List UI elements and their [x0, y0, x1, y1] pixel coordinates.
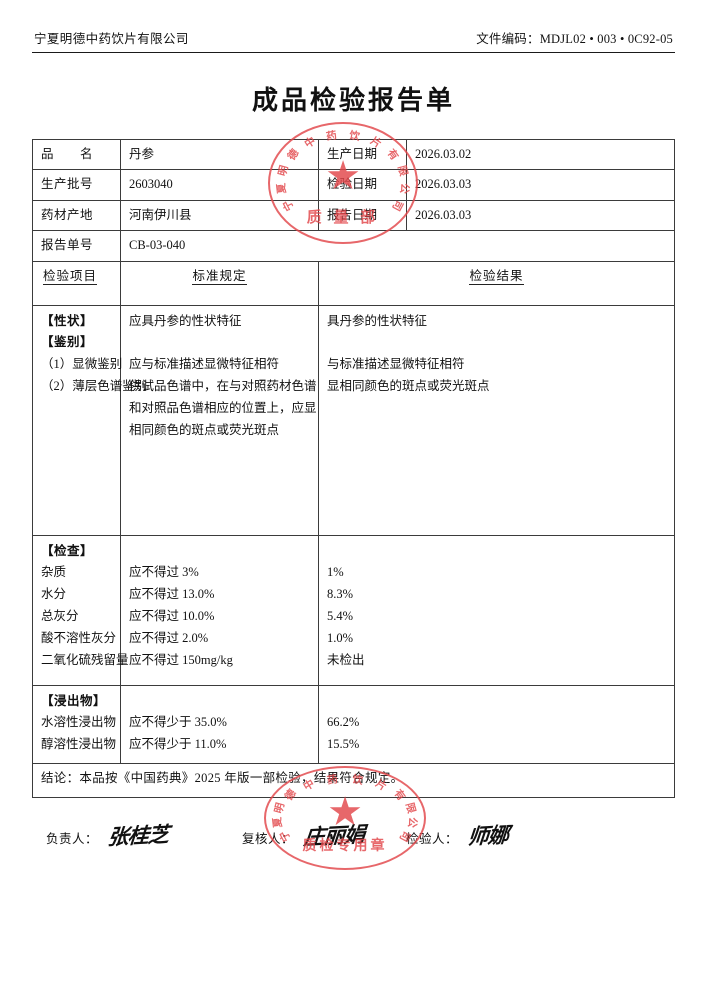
signature-handwriting: 张桂芝 — [106, 821, 170, 850]
batch-value: 2603040 — [120, 169, 319, 201]
examination-standards: 应不得过 3% 应不得过 13.0% 应不得过 10.0% 应不得过 2.0% … — [120, 534, 319, 686]
standard-line: 和对照品色谱相应的位置上，应显 — [129, 401, 317, 415]
signature-label: 复核人： — [242, 831, 295, 846]
product-name-value: 丹参 — [120, 138, 319, 171]
page-title: 成品检验报告单 — [251, 86, 455, 115]
identification-block-row: 【性状】 【鉴别】 （1）显微鉴别 （2）薄层色谱鉴别 应具丹参的性状特征 应与… — [32, 304, 675, 536]
result-line: 显相同颜色的斑点或荧光斑点 — [327, 379, 490, 394]
result-line: 66.2% — [327, 715, 360, 730]
info-row-report-no: 报告单号 CB-03-040 — [32, 230, 675, 262]
inspection-date-value: 2026.03.03 — [406, 169, 675, 201]
result-line — [327, 332, 666, 354]
extractives-standards: 应不得少于 35.0% 应不得少于 11.0% — [120, 684, 319, 764]
extractives-block-row: 【浸出物】 水溶性浸出物 醇溶性浸出物 应不得少于 35.0% 应不得少于 11… — [32, 684, 675, 764]
standard-line: 相同颜色的斑点或荧光斑点 — [129, 422, 280, 437]
examination-items: 【检查】 杂质 水分 总灰分 酸不溶性灰分 二氧化硫残留量 — [32, 534, 129, 686]
item-line: 水分 — [41, 587, 67, 602]
result-line: 与标准描述显微特征相符 — [327, 357, 465, 372]
item-line: 杂质 — [41, 565, 67, 580]
origin-label: 药材产地 — [32, 199, 121, 232]
report-date-label: 报告日期 — [318, 199, 407, 232]
info-row-origin: 药材产地 河南伊川县 报告日期 2026.03.03 — [32, 199, 675, 232]
report-date-value: 2026.03.03 — [406, 199, 675, 232]
signature-label: 检验人： — [406, 831, 459, 846]
conclusion-text: 结论：本品按《中国药典》2025 年版一部检验，结果符合规定。 — [32, 762, 675, 798]
item-line: 总灰分 — [41, 609, 79, 624]
result-line: 1% — [327, 565, 344, 580]
item-line: 酸不溶性灰分 — [41, 631, 117, 645]
item-line: 醇溶性浸出物 — [41, 737, 117, 752]
standard-line — [129, 332, 310, 354]
result-line: 15.5% — [327, 737, 360, 752]
inspection-date-label: 检验日期 — [318, 169, 407, 201]
document-code: 文件编码：MDJL02 • 003 • 0C92-05 — [476, 28, 673, 47]
result-line: 具丹参的性状特征 — [327, 313, 428, 328]
result-line: 8.3% — [327, 587, 354, 602]
signature-row: 负责人： 张桂芝 复核人： 庄丽娟 检验人： 师娜 — [32, 820, 675, 850]
report-table: 品 名 丹参 生产日期 2026.03.02 生产批号 2603040 检验日期… — [32, 138, 675, 798]
signature-responsible: 负责人： 张桂芝 — [46, 820, 170, 850]
column-header-standard: 标准规定 — [120, 260, 319, 306]
item-line: 二氧化硫残留量 — [41, 652, 129, 667]
column-header-item: 检验项目 — [32, 260, 121, 306]
company-name: 宁夏明德中药饮片有限公司 — [34, 32, 189, 46]
result-line: 5.4% — [327, 609, 354, 624]
report-no-label: 报告单号 — [32, 230, 121, 262]
signature-inspector: 检验人： 师娜 — [406, 820, 510, 850]
standard-line: 应不得少于 35.0% — [129, 715, 227, 730]
conclusion-row: 结论：本品按《中国药典》2025 年版一部检验，结果符合规定。 — [32, 762, 675, 798]
extractives-items: 【浸出物】 水溶性浸出物 醇溶性浸出物 — [32, 684, 121, 764]
section-title: 【浸出物】 — [41, 693, 107, 708]
production-date-value: 2026.03.02 — [406, 138, 675, 171]
standard-line: 应不得过 10.0% — [129, 609, 215, 624]
identification-standards: 应具丹参的性状特征 应与标准描述显微特征相符 供试品色谱中，在与对照药材色谱 和… — [120, 304, 319, 536]
standard-line: 应与标准描述显微特征相符 — [129, 357, 280, 372]
identification-results: 具丹参的性状特征 与标准描述显微特征相符 显相同颜色的斑点或荧光斑点 — [318, 304, 675, 536]
column-header-row: 检验项目 标准规定 检验结果 — [32, 260, 675, 306]
signature-reviewer: 复核人： 庄丽娟 — [242, 820, 366, 850]
signature-handwriting: 师娜 — [466, 822, 510, 849]
standard-line: 应具丹参的性状特征 — [129, 313, 242, 328]
examination-results: 1% 8.3% 5.4% 1.0% 未检出 — [318, 534, 675, 686]
item-line: 【鉴别】 — [41, 335, 94, 350]
extractives-results: 66.2% 15.5% — [318, 684, 675, 764]
production-date-label: 生产日期 — [318, 138, 407, 171]
info-row-batch: 生产批号 2603040 检验日期 2026.03.03 — [32, 169, 675, 201]
section-title: 【检查】 — [41, 543, 94, 558]
document-code-value: MDJL02 • 003 • 0C92-05 — [539, 32, 673, 46]
document-header: 宁夏明德中药饮片有限公司 文件编码：MDJL02 • 003 • 0C92-05 — [32, 28, 675, 53]
result-line: 1.0% — [327, 631, 354, 645]
batch-label: 生产批号 — [32, 169, 121, 201]
info-row-name: 品 名 丹参 生产日期 2026.03.02 — [32, 138, 675, 171]
standard-line: 应不得过 13.0% — [129, 587, 215, 602]
signature-handwriting: 庄丽娟 — [302, 821, 366, 850]
column-header-result: 检验结果 — [318, 260, 675, 306]
signature-label: 负责人： — [46, 831, 99, 846]
report-no-value: CB-03-040 — [120, 230, 675, 262]
item-line: 水溶性浸出物 — [41, 715, 117, 730]
product-name-label: 品 名 — [32, 138, 121, 171]
item-line: （1）显微鉴别 — [41, 357, 123, 372]
identification-items: 【性状】 【鉴别】 （1）显微鉴别 （2）薄层色谱鉴别 — [32, 304, 148, 536]
standard-line: 供试品色谱中，在与对照药材色谱 — [129, 379, 317, 394]
item-line: 【性状】 — [41, 313, 94, 328]
standard-line: 应不得过 2.0% — [129, 631, 209, 645]
standard-line: 应不得过 150mg/kg — [129, 652, 233, 667]
document-code-label: 文件编码： — [476, 32, 540, 46]
item-line: （2）薄层色谱鉴别 — [41, 379, 148, 394]
standard-line: 应不得少于 11.0% — [129, 737, 227, 752]
result-line: 未检出 — [327, 652, 365, 667]
standard-line: 应不得过 3% — [129, 565, 199, 580]
origin-value: 河南伊川县 — [120, 199, 319, 232]
examination-block-row: 【检查】 杂质 水分 总灰分 酸不溶性灰分 二氧化硫残留量 应不得过 3% 应不… — [32, 534, 675, 686]
